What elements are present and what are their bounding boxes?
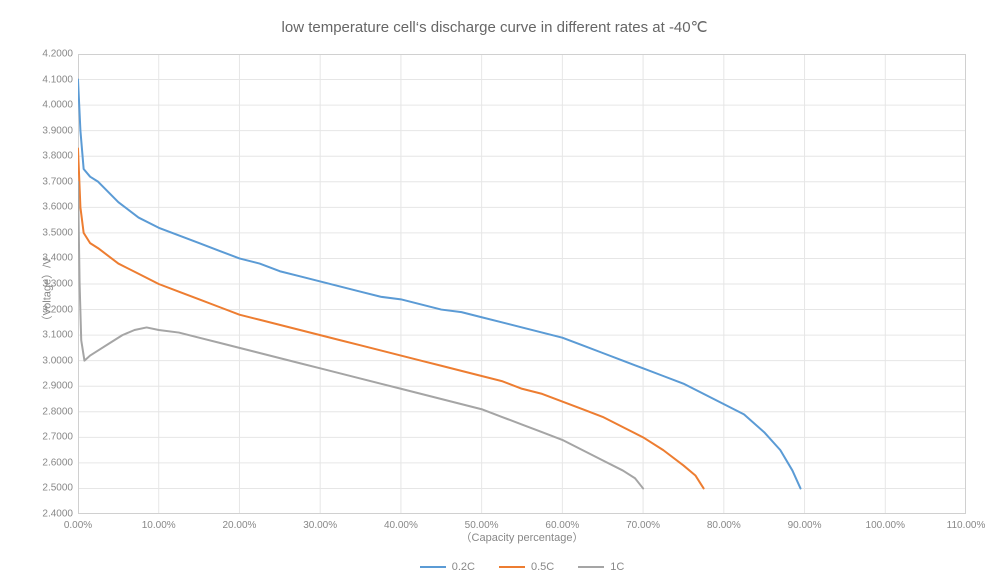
x-axis-label: （Capacity percentage） [78,529,966,545]
y-tick-label: 4.1000 [13,74,73,85]
y-tick-label: 3.9000 [13,125,73,136]
legend: 0.2C 0.5C 1C [78,559,966,573]
y-tick-label: 4.2000 [13,49,73,60]
plot-area [78,54,966,514]
y-tick-label: 3.8000 [13,151,73,162]
y-tick-label: 2.4000 [13,509,73,520]
legend-swatch [420,566,446,568]
y-tick-label: 3.1000 [13,330,73,341]
legend-label: 0.5C [531,561,554,573]
legend-label: 1C [610,561,624,573]
y-tick-label: 2.6000 [13,457,73,468]
legend-item: 0.5C [499,561,554,573]
y-axis-label: （Voltage）/V [39,257,55,326]
y-tick-label: 3.3000 [13,279,73,290]
y-tick-label: 2.5000 [13,483,73,494]
y-tick-label: 3.0000 [13,355,73,366]
y-tick-label: 4.0000 [13,100,73,111]
y-tick-label: 2.7000 [13,432,73,443]
chart-title: low temperature cell‘s discharge curve i… [0,18,989,36]
y-tick-label: 3.6000 [13,202,73,213]
y-tick-label: 3.7000 [13,176,73,187]
legend-swatch [578,566,604,568]
legend-swatch [499,566,525,568]
y-tick-label: 3.5000 [13,227,73,238]
y-tick-label: 3.2000 [13,304,73,315]
y-tick-label: 3.4000 [13,253,73,264]
legend-item: 0.2C [420,561,475,573]
y-tick-label: 2.8000 [13,406,73,417]
legend-label: 0.2C [452,561,475,573]
plot-svg [78,54,966,514]
y-tick-label: 2.9000 [13,381,73,392]
legend-item: 1C [578,561,624,573]
discharge-curve-chart: low temperature cell‘s discharge curve i… [0,0,989,583]
